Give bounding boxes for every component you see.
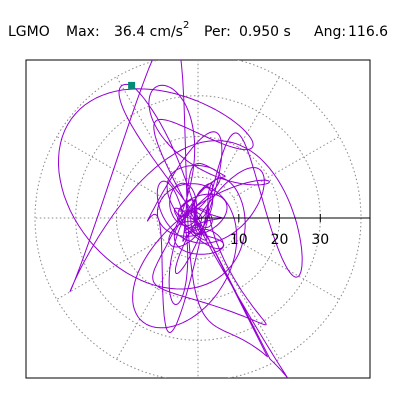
radial-tick-label: 10 <box>230 232 248 248</box>
max-value: 36.4 cm/s2 <box>114 21 189 40</box>
radial-tick-label: 20 <box>271 232 289 248</box>
period-label: Per: <box>204 24 231 40</box>
header-bar: LGMO Max: 36.4 cm/s2 Per: 0.950 s Ang: 1… <box>0 0 400 50</box>
grid-spoke <box>217 253 280 360</box>
angle-value: 116.6 <box>348 24 389 40</box>
marker-group <box>128 81 136 89</box>
radial-axis: 10 20 30 <box>198 214 370 248</box>
grid-spoke <box>56 237 163 300</box>
grid-spoke <box>56 136 163 199</box>
period-value: 0.950 s <box>239 25 291 39</box>
max-number: 36.4 <box>114 24 146 40</box>
peak-marker <box>128 81 136 89</box>
max-label: Max: <box>66 24 100 40</box>
period-number: 0.950 <box>239 24 280 40</box>
max-unit-exponent: 2 <box>182 20 190 31</box>
motion-trace-group <box>58 60 303 378</box>
grid-spoke <box>116 253 179 360</box>
max-unit: cm/s <box>149 24 183 40</box>
grid-spoke <box>233 237 340 300</box>
grid-spoke <box>233 136 340 199</box>
angle-label: Ang: <box>314 24 347 40</box>
motion-trace <box>58 60 303 378</box>
station-code: LGMO <box>8 24 50 40</box>
grid-spoke <box>116 76 179 183</box>
radial-tick-label: 30 <box>311 232 329 248</box>
period-unit: s <box>283 24 291 40</box>
grid-spoke <box>217 76 280 183</box>
